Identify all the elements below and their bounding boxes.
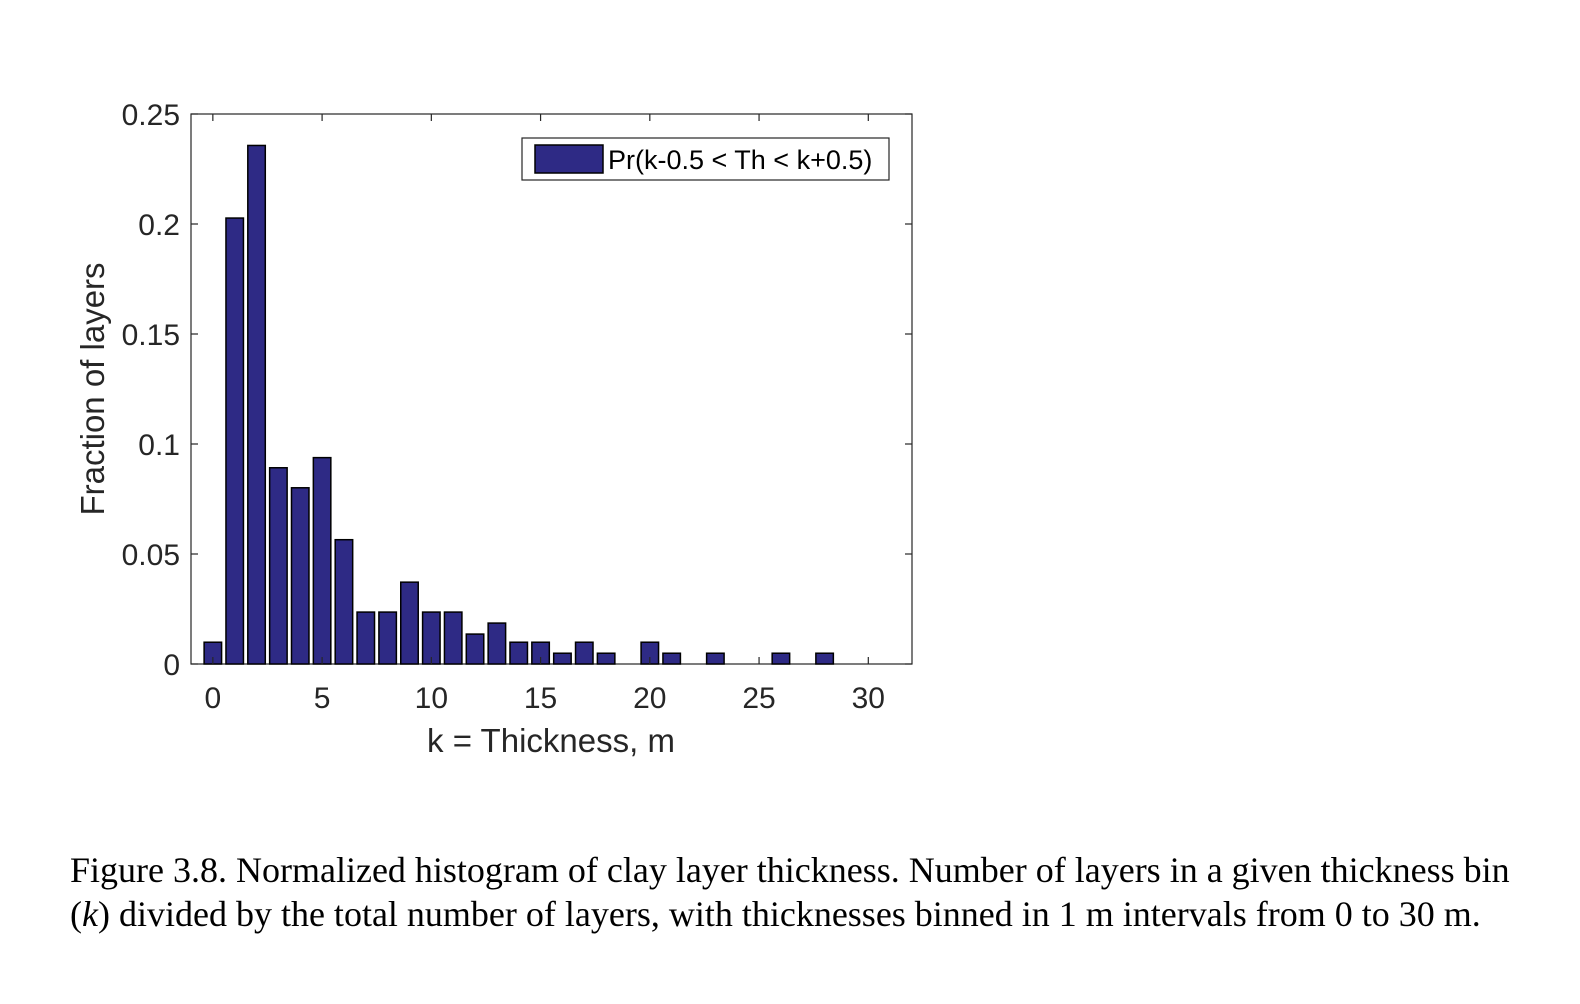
caption-variable: k: [82, 894, 98, 934]
bar-k-21: [662, 652, 682, 665]
legend: Pr(k-0.5 < Th < k+0.5): [521, 137, 890, 181]
caption-prefix: Figure 3.8. Normalized histogram of clay…: [70, 850, 1510, 934]
y-tick-label-4: 0.2: [138, 209, 180, 242]
x-axis-title: k = Thickness, m: [427, 722, 675, 759]
bar-k-13: [487, 622, 507, 665]
x-tick-label-0: 0: [205, 682, 222, 715]
y-tick-label-2: 0.1: [138, 429, 180, 462]
bar-k-5: [312, 456, 332, 665]
bar-k-26: [771, 652, 791, 665]
bar-k-17: [574, 641, 594, 665]
x-tick-label-30: 30: [852, 682, 885, 715]
bar-k-6: [334, 538, 354, 665]
legend-swatch: [534, 144, 604, 174]
bar-k-3: [268, 467, 288, 665]
caption-suffix: ) divided by the total number of layers,…: [97, 894, 1481, 934]
x-tick-label-20: 20: [633, 682, 666, 715]
axis-ticks: 0 5 10 15 20 25 30 0 0.05 0.1 0.15 0.2 0.25: [122, 99, 912, 715]
bar-k-28: [815, 652, 835, 665]
bar-k-12: [465, 633, 485, 665]
y-tick-label-0: 0: [163, 649, 180, 682]
figure-caption: Figure 3.8. Normalized histogram of clay…: [70, 848, 1530, 936]
bar-k-1: [225, 217, 245, 665]
bar-k-4: [290, 487, 310, 665]
y-tick-label-3: 0.15: [122, 319, 180, 352]
bars-group: [203, 144, 835, 665]
x-tick-label-25: 25: [742, 682, 775, 715]
bar-k-8: [378, 611, 398, 665]
y-tick-label-1: 0.05: [122, 539, 180, 572]
bar-k-7: [356, 611, 376, 665]
x-tick-label-15: 15: [524, 682, 557, 715]
plot-area: [190, 113, 913, 665]
x-tick-label-10: 10: [415, 682, 448, 715]
bar-k-16: [552, 652, 572, 665]
bar-k-18: [596, 652, 616, 665]
y-axis-title: Fraction of layers: [74, 262, 111, 515]
bar-k-14: [509, 641, 529, 665]
bar-k-2: [247, 144, 267, 665]
y-tick-label-5: 0.25: [122, 99, 180, 132]
bar-k-23: [705, 652, 725, 665]
x-tick-label-5: 5: [314, 682, 331, 715]
histogram-chart: 0 5 10 15 20 25 30 0 0.05 0.1 0.15 0.2 0.25 Pr(k-0.5…: [74, 99, 913, 759]
bar-k-11: [443, 611, 463, 665]
bar-k-10: [421, 611, 441, 665]
legend-label: Pr(k-0.5 < Th < k+0.5): [608, 145, 872, 175]
bar-k-9: [400, 581, 419, 665]
